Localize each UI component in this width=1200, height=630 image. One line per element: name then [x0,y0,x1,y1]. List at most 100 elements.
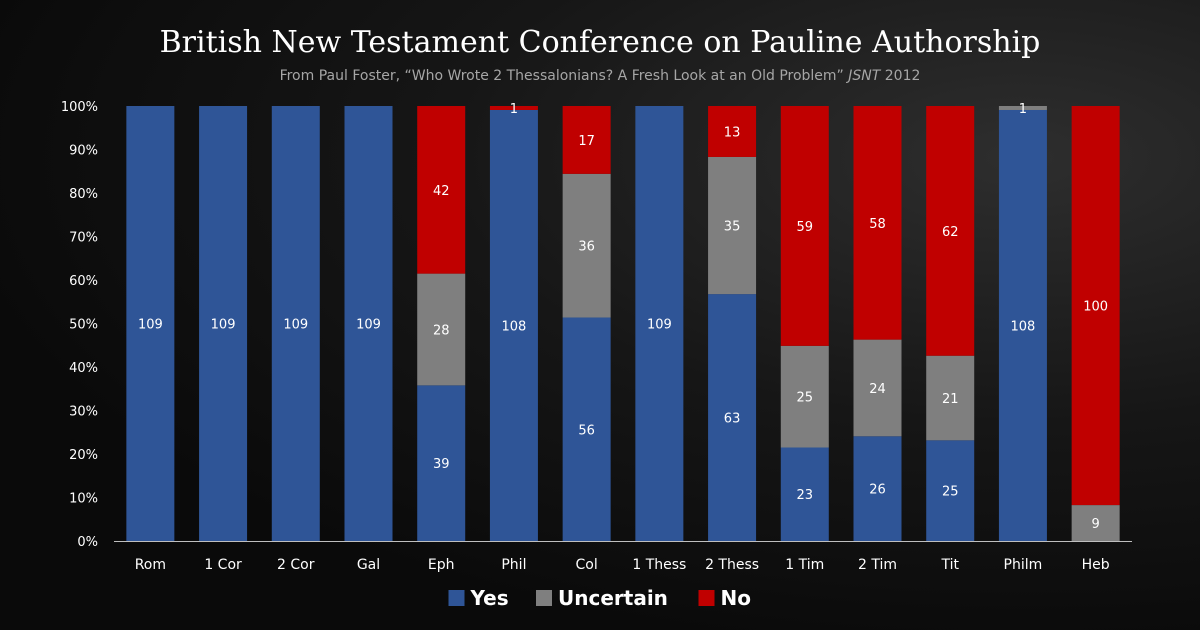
subtitle-year: 2012 [885,68,921,84]
bar-segment-yes [489,109,538,542]
data-label-no: 42 [433,184,450,199]
data-label-yes: 25 [942,485,959,500]
x-tick-label: 1 Thess [632,557,686,573]
bar-segment-no [489,106,538,110]
x-tick-label: 1 Cor [204,557,242,573]
data-label-yes: 109 [283,318,308,333]
data-label-no: 1 [510,102,518,117]
legend-swatch-no [698,590,715,606]
subtitle-citation: From Paul Foster, “Who Wrote 2 Thessalon… [280,68,844,84]
bar-segment-yes [926,440,975,541]
data-label-yes: 26 [869,483,886,498]
x-tick-label: 2 Cor [277,557,315,573]
legend-label-no: No [721,586,751,610]
data-label-yes: 109 [356,318,381,333]
y-tick-label: 40% [69,361,98,376]
data-label-yes: 23 [797,488,814,503]
legend: Yes Uncertain No [448,586,751,610]
legend-label-uncertain: Uncertain [558,586,668,610]
bar-segment-yes [635,106,684,541]
x-tick-label: Gal [357,557,380,573]
x-tick-label: Col [576,557,598,573]
bar-segment-yes [271,106,320,541]
data-label-uncertain: 25 [797,391,814,406]
bar-segment-uncertain [562,173,611,318]
x-tick-label: 2 Tim [858,557,897,573]
x-tick-label: Philm [1004,557,1043,573]
y-tick-label: 90% [69,144,98,159]
data-label-yes: 109 [211,318,236,333]
y-tick-label: 20% [69,448,98,463]
bar-segment-yes [417,385,466,541]
data-label-uncertain: 35 [724,220,741,235]
data-label-yes: 108 [1011,319,1036,334]
x-tick-label: Tit [940,557,959,573]
data-label-yes: 108 [502,319,527,334]
y-tick-label: 100% [61,100,98,115]
bar-segment-yes [708,294,757,541]
bar-segment-uncertain [998,106,1047,110]
bar-segment-uncertain [1071,505,1120,541]
x-tick-label: Phil [501,557,526,573]
y-tick-label: 70% [69,231,98,246]
chart-title: British New Testament Conference on Paul… [160,25,1041,60]
bar-segment-yes [126,106,175,541]
bar-segment-yes [853,436,902,541]
data-label-uncertain: 9 [1092,517,1100,532]
data-label-uncertain: 24 [869,382,886,397]
x-tick-label: Rom [135,557,166,573]
bar-segment-uncertain [853,339,902,437]
bar-segment-no [417,106,466,274]
data-label-yes: 109 [647,318,672,333]
data-label-uncertain: 21 [942,392,959,407]
x-tick-label: 1 Tim [785,557,824,573]
x-tick-label: 2 Thess [705,557,759,573]
data-label-no: 62 [942,225,959,240]
data-label-no: 58 [869,217,886,232]
plot-area: 109 109 109 109 39 28 42 108 1 56 36 17 109 63 35 13 23 2… [126,102,1120,542]
bar-segment-yes [998,109,1047,542]
y-tick-label: 60% [69,274,98,289]
bar-segment-yes [562,317,611,541]
bar-segment-uncertain [926,355,975,441]
data-label-yes: 56 [578,423,595,438]
x-tick-label: Heb [1082,557,1110,573]
bar-segment-uncertain [417,273,466,386]
y-tick-label: 10% [69,492,98,507]
data-label-yes: 63 [724,412,741,427]
bar-segment-yes [344,106,393,541]
y-tick-label: 50% [69,318,98,333]
bar-segment-no [926,106,975,356]
x-tick-label: Eph [428,557,455,573]
data-label-no: 17 [578,134,595,149]
x-axis: Rom 1 Cor 2 Cor Gal Eph Phil Col 1 Thess 2 Thess… [114,541,1132,573]
legend-swatch-uncertain [536,590,552,606]
data-label-no: 59 [797,220,814,235]
data-label-uncertain: 36 [578,240,595,255]
bar-segment-no [1071,106,1120,506]
bar-segment-no [708,106,757,157]
data-label-uncertain: 1 [1019,102,1027,117]
bar-segment-no [853,106,902,340]
y-axis: 0% 10% 20% 30% 40% 50% 60% 70% 80% 90% 100% [61,100,98,550]
data-label-uncertain: 28 [433,323,450,338]
legend-swatch-yes [448,590,465,606]
y-tick-label: 80% [69,187,98,202]
data-label-yes: 109 [138,318,163,333]
data-label-no: 100 [1083,300,1108,315]
bar-segment-uncertain [780,345,829,448]
bar-segment-no [562,106,611,174]
bar-segment-uncertain [708,156,757,295]
chart-subtitle: From Paul Foster, “Who Wrote 2 Thessalon… [280,68,921,84]
bar-segment-yes [780,447,829,541]
legend-label-yes: Yes [470,586,509,610]
y-tick-label: 0% [77,535,98,550]
subtitle-journal: JSNT [845,68,881,84]
bar-segment-yes [199,106,248,541]
bar-segment-no [780,106,829,346]
data-label-no: 13 [724,125,741,140]
y-tick-label: 30% [69,405,98,420]
data-label-yes: 39 [433,457,450,472]
